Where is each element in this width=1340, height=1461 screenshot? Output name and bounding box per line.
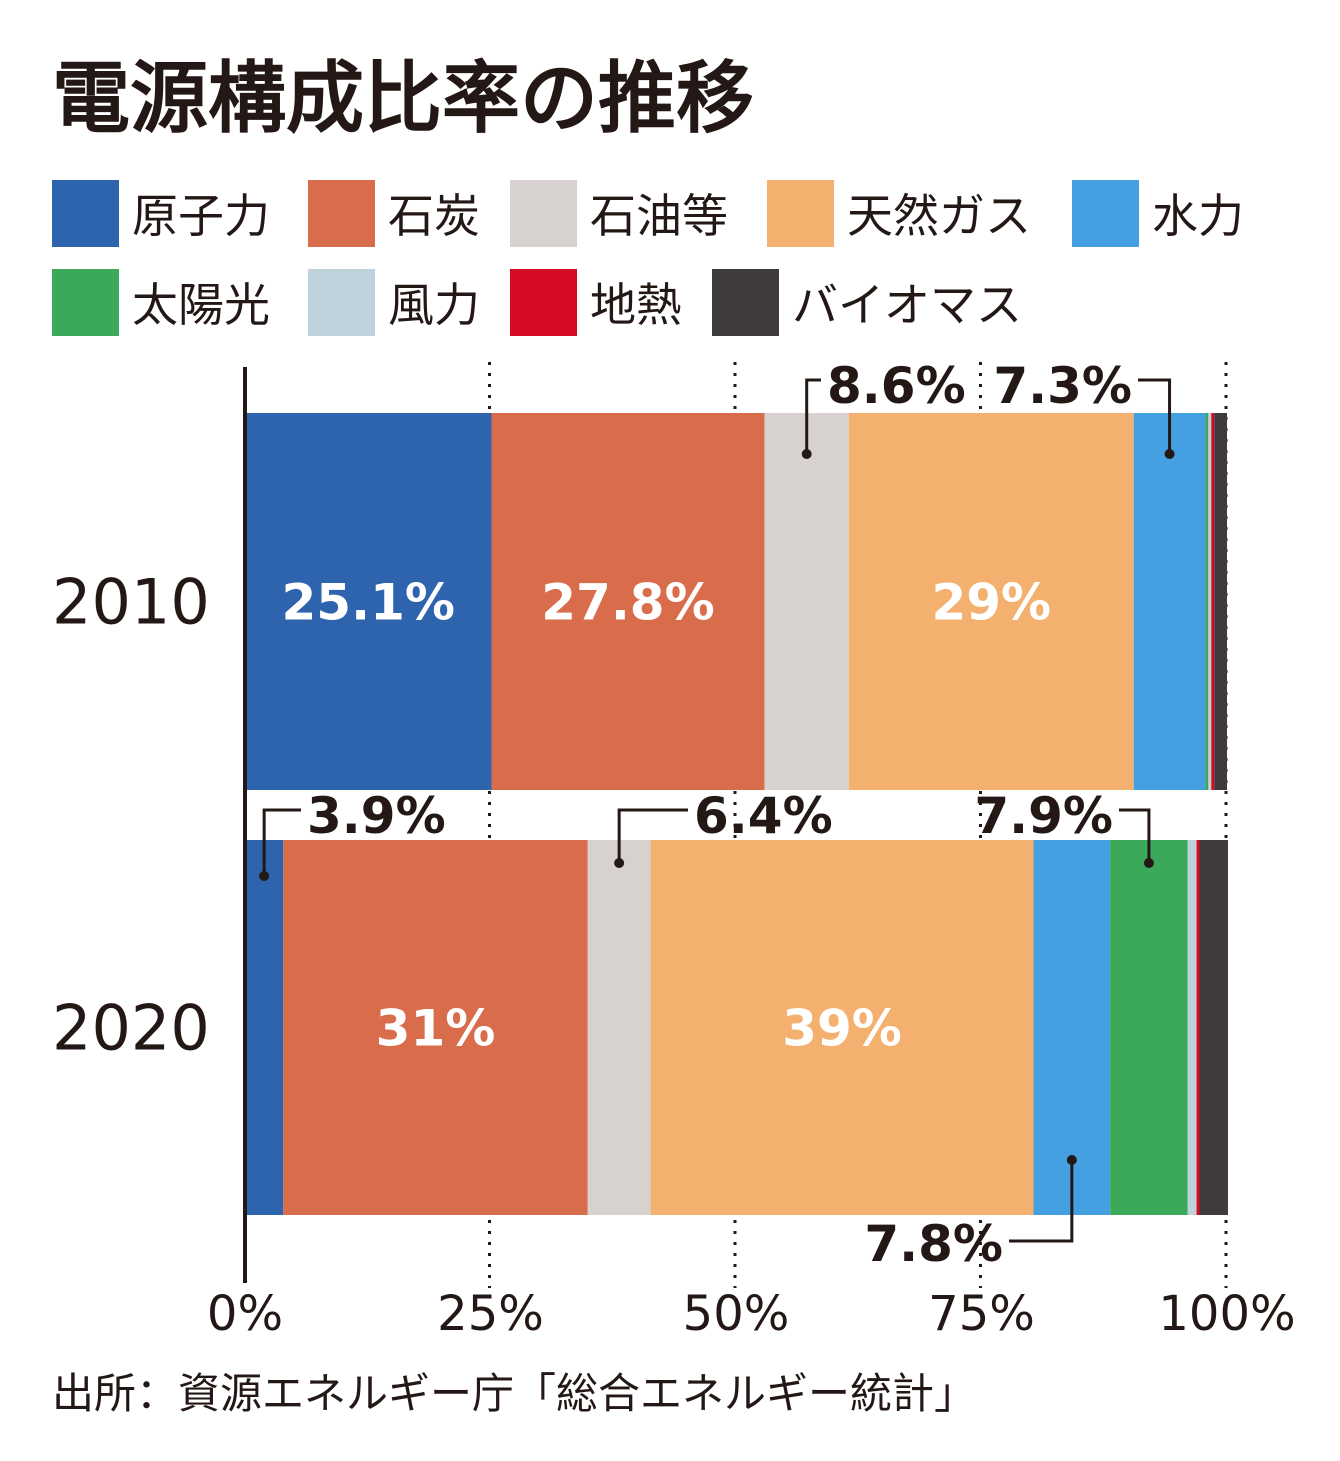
bar-segment-2020-バイオマス: [1199, 840, 1228, 1215]
callout-leader: [805, 378, 821, 454]
legend-swatch: [510, 269, 577, 336]
legend-label: 太陽光: [132, 278, 270, 332]
legend-item-石炭: 石炭: [308, 180, 480, 247]
bar-segment-2020-原子力: [245, 840, 284, 1215]
data-label-2010-原子力: 25.1%: [282, 574, 455, 632]
bar-segment-2010-風力: [1208, 413, 1212, 790]
callout-leader: [1119, 808, 1151, 863]
data-label-2020-太陽光: 7.9%: [974, 787, 1154, 868]
legend-item-石油等: 石油等: [510, 180, 728, 247]
tick-label-75: 75%: [928, 1286, 1035, 1342]
callout-text: 7.9%: [974, 787, 1113, 845]
data-label-2020-水力: 7.8%: [864, 1155, 1077, 1273]
tick-label-0: 0%: [207, 1286, 283, 1342]
bars: [245, 413, 1228, 1215]
bar-segment-2010-原子力: [245, 413, 492, 790]
legend-item-風力: 風力: [308, 269, 480, 336]
callout-text: 7.3%: [993, 357, 1132, 415]
bar-segment-2010-石油等: [764, 413, 849, 790]
legend-swatch: [1072, 180, 1139, 247]
callout-dot: [259, 871, 270, 881]
legend-swatch: [767, 180, 834, 247]
legend-swatch: [712, 269, 779, 336]
legend-label: 原子力: [132, 189, 270, 243]
legend-label: 水力: [1152, 189, 1244, 243]
legend-swatch: [308, 269, 375, 336]
bar-2010: [245, 413, 1227, 790]
bar-segment-2010-地熱: [1211, 413, 1215, 790]
bar-segment-2010-天然ガス: [848, 413, 1134, 790]
bar-segment-2020-地熱: [1196, 840, 1200, 1215]
bar-segment-2010-バイオマス: [1214, 413, 1227, 790]
bar-segment-2010-水力: [1133, 413, 1206, 790]
data-label-2020-石油等: 6.4%: [614, 787, 833, 868]
data-label-2010-石油等: 8.6%: [801, 357, 966, 459]
callout-dot: [1164, 449, 1175, 459]
callout-leader: [1138, 378, 1172, 454]
data-label-2020-天然ガス: 39%: [782, 1000, 902, 1058]
data-labels: 25.1% 27.8% 8.6% 29% 7.3% 3.9% 31% 6.4% 39% 7.8% 7…: [259, 357, 1175, 1273]
chart-title: 電源構成比率の推移: [52, 54, 754, 144]
callout-dot: [1143, 858, 1154, 868]
callout-text: 3.9%: [307, 787, 446, 845]
tick-label-50: 50%: [683, 1286, 790, 1342]
legend-swatch: [52, 269, 119, 336]
legend-label: 天然ガス: [847, 189, 1031, 243]
data-label-2020-原子力: 3.9%: [259, 787, 446, 881]
data-label-2010-石炭: 27.8%: [541, 574, 714, 632]
bar-segment-2020-太陽光: [1110, 840, 1188, 1215]
bar-2020: [245, 840, 1228, 1215]
bar-segment-2020-天然ガス: [650, 840, 1034, 1215]
callout-dot: [614, 858, 625, 868]
category-label-2010: 2010: [52, 566, 210, 639]
legend-item-原子力: 原子力: [52, 180, 270, 247]
data-label-2020-石炭: 31%: [376, 1000, 496, 1058]
callout-text: 8.6%: [827, 357, 966, 415]
callout-dot: [801, 449, 812, 459]
legend-item-太陽光: 太陽光: [52, 269, 270, 336]
legend-item-天然ガス: 天然ガス: [767, 180, 1031, 247]
callout-text: 6.4%: [694, 787, 833, 845]
legend-item-地熱: 地熱: [510, 269, 682, 336]
source-note: 出所：資源エネルギー庁「総合エネルギー統計」: [52, 1369, 976, 1418]
bar-segment-2020-石炭: [283, 840, 588, 1215]
bar-segment-2020-水力: [1033, 840, 1111, 1215]
callout-leader: [1009, 1160, 1074, 1243]
bar-segment-2020-風力: [1187, 840, 1197, 1215]
data-label-2010-天然ガス: 29%: [931, 574, 1051, 632]
callout-leader: [617, 808, 688, 863]
tick-label-100: 100%: [1158, 1286, 1295, 1342]
legend-item-水力: 水力: [1072, 180, 1244, 247]
callout-leader: [262, 808, 301, 876]
legend-item-バイオマス: バイオマス: [712, 269, 1022, 336]
callout-text: 7.8%: [864, 1215, 1003, 1273]
data-label-2010-水力: 7.3%: [993, 357, 1175, 459]
category-label-2020: 2020: [52, 992, 210, 1065]
tick-label-25: 25%: [437, 1286, 544, 1342]
legend-swatch: [308, 180, 375, 247]
legend-label: バイオマス: [792, 278, 1022, 332]
bar-segment-2010-石炭: [491, 413, 765, 790]
legend-label: 地熱: [590, 278, 682, 332]
bar-segment-2010-太陽光: [1205, 413, 1209, 790]
x-axis-tick-labels: 0% 25% 50% 75% 100%: [207, 1286, 1296, 1342]
legend-swatch: [52, 180, 119, 247]
legend-label: 石油等: [590, 189, 728, 243]
legend-label: 風力: [388, 278, 480, 332]
callout-dot: [1066, 1155, 1077, 1165]
legend-swatch: [510, 180, 577, 247]
legend-label: 石炭: [388, 189, 480, 243]
category-labels: 2010 2020: [52, 566, 210, 1065]
bar-segment-2020-石油等: [587, 840, 651, 1215]
